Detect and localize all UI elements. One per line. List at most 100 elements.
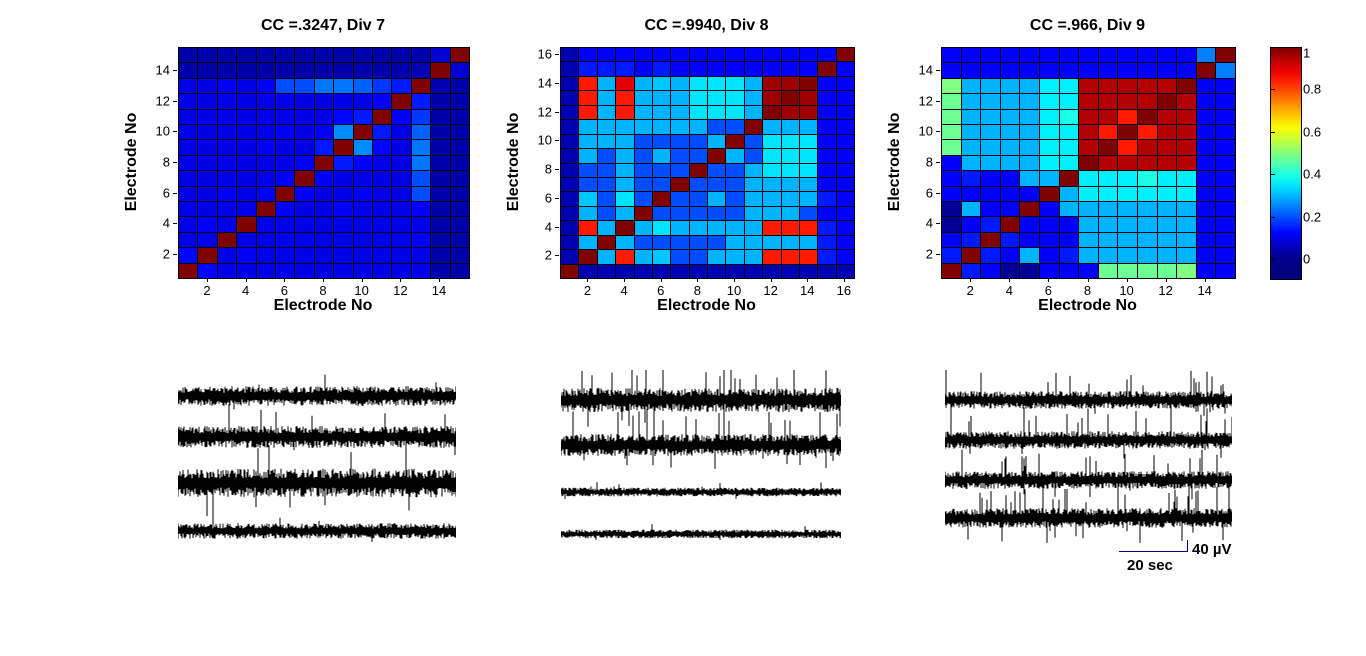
heatmap-cell-r8-c9 [334, 155, 353, 171]
y-tick-mark [173, 192, 177, 194]
heatmap-cell-r14-c9 [334, 63, 353, 78]
heatmap-cell-r6-c12 [1157, 186, 1177, 201]
heatmap-cell-r14-c11 [372, 63, 392, 78]
heatmap-cell-r7-c8 [314, 171, 334, 186]
heatmap-cell-r2-c14 [1196, 248, 1216, 263]
heatmap-cell-r8-c11 [1138, 155, 1157, 171]
x-tick-mark [587, 278, 589, 282]
heatmap-cell-r8-c13 [411, 155, 431, 171]
heatmap-cell-r7-c9 [708, 177, 726, 192]
heatmap-cell-r3-c6 [275, 232, 295, 248]
heatmap-cell-r3-c4 [616, 235, 634, 250]
heatmap-cell-r12-c7 [671, 105, 689, 120]
y-tick-mark [555, 111, 559, 113]
heatmap-cell-r7-c7 [671, 177, 689, 192]
heatmap-cell-r12-c3 [597, 105, 616, 120]
heatmap-cell-r13-c9 [708, 91, 726, 105]
heatmap-cell-r12-c3 [981, 94, 1000, 109]
heatmap-cell-r14-c7 [671, 76, 689, 91]
heatmap-cell-r1-c11 [1138, 263, 1157, 278]
heatmap-cell-r15-c12 [392, 48, 411, 63]
heatmap-cell-r9-c14 [431, 140, 450, 155]
heatmap-cell-r4-c10 [353, 217, 372, 232]
heatmap-cell-r3-c9 [708, 235, 726, 250]
heatmap-cell-r3-c1 [561, 235, 579, 250]
heatmap-cell-r3-c14 [1196, 232, 1216, 248]
heatmap-cell-r8-c9 [1098, 155, 1118, 171]
y-tick-label: 12 [155, 93, 170, 109]
heatmap-cell-r7-c4 [1000, 171, 1020, 186]
heatmap-cell-r10-c2 [198, 124, 217, 140]
heatmap-cell-r8-c5 [634, 163, 652, 177]
heatmap-cell-r4-c13 [781, 221, 799, 235]
heatmap-cell-r14-c4 [1000, 63, 1020, 78]
x-tick-label: 4 [620, 283, 628, 298]
y-tick-mark [173, 223, 177, 225]
heatmap-cell-r11-c2 [579, 120, 597, 134]
heatmap-cell-r12-c8 [1079, 94, 1098, 109]
heatmap-cell-r15-c14 [799, 62, 818, 76]
heatmap-cell-r13-c11 [1138, 78, 1157, 94]
colorbar-tick-mark [1271, 258, 1275, 260]
heatmap-cell-r10-c10 [726, 134, 744, 149]
heatmap-cell-r1-c9 [1098, 263, 1118, 278]
heatmap-cell-r5-c7 [295, 201, 314, 217]
heatmap-cell-r10-c15 [1216, 124, 1235, 140]
heatmap-cell-r7-c5 [634, 177, 652, 192]
heatmap-cell-r16-c4 [616, 48, 634, 62]
heatmap-cell-r11-c6 [1040, 109, 1059, 124]
x-tick-mark [843, 278, 845, 282]
heatmap-cell-r16-c7 [671, 48, 689, 62]
heatmap-cell-r4-c5 [634, 221, 652, 235]
heatmap-cell-r12-c11 [372, 94, 392, 109]
x-tick-label: 14 [431, 283, 447, 298]
heatmap-cell-r11-c14 [1196, 109, 1216, 124]
voltage-traces-div8 [561, 370, 841, 540]
x-tick-mark [245, 278, 247, 282]
x-tick-label: 8 [1083, 283, 1092, 298]
heatmap-cell-r2-c9 [708, 250, 726, 264]
heatmap-cell-r9-c7 [1059, 140, 1079, 155]
x-tick-mark [1126, 278, 1128, 282]
heatmap-cell-r9-c2 [198, 140, 217, 155]
heatmap-cell-r2-c10 [353, 248, 372, 263]
heatmap-cell-r3-c10 [1118, 232, 1137, 248]
heatmap-cell-r14-c10 [726, 76, 744, 91]
heatmap-cell-r9-c5 [256, 140, 275, 155]
heatmap-cell-r12-c4 [616, 105, 634, 120]
heatmap-cell-r2-c4 [1000, 248, 1020, 263]
heatmap-cell-r4-c5 [256, 217, 275, 232]
heatmap-cell-r3-c13 [781, 235, 799, 250]
heatmap-cell-r8-c14 [799, 163, 818, 177]
heatmap-cell-r14-c13 [1177, 63, 1196, 78]
heatmap-cell-r14-c13 [781, 76, 799, 91]
heatmap-cell-r11-c7 [295, 109, 314, 124]
heatmap-cell-r5-c5 [1020, 201, 1039, 217]
heatmap-cell-r8-c7 [295, 155, 314, 171]
heatmap-cell-r12-c14 [799, 105, 818, 120]
colorbar [1270, 47, 1302, 280]
heatmap-cell-r6-c15 [450, 186, 469, 201]
heatmap-cell-r5-c2 [198, 201, 217, 217]
heatmap-cell-r9-c11 [744, 149, 763, 163]
heatmap-cell-r8-c10 [353, 155, 372, 171]
heatmap-cell-r7-c13 [1177, 171, 1196, 186]
heatmap-cell-r8-c14 [431, 155, 450, 171]
colorbar-tick-mark [1271, 216, 1275, 218]
colorbar-tick-label: 0.2 [1303, 209, 1322, 225]
heatmap-cell-r7-c3 [597, 177, 616, 192]
heatmap-cell-r9-c14 [1196, 140, 1216, 155]
heatmap-cell-r4-c2 [579, 221, 597, 235]
heatmap-cell-r15-c4 [1000, 48, 1020, 63]
heatmap-cell-r6-c7 [1059, 186, 1079, 201]
heatmap-cell-r8-c14 [1196, 155, 1216, 171]
heatmap-cell-r2-c6 [652, 250, 671, 264]
heatmap-cell-r15-c14 [1196, 48, 1216, 63]
heatmap-cell-r3-c8 [689, 235, 707, 250]
heatmap-cell-r8-c8 [689, 163, 707, 177]
heatmap-cell-r2-c14 [431, 248, 450, 263]
heatmap-cell-r2-c10 [726, 250, 744, 264]
panel-title-div9: CC =.966, Div 9 [1029, 17, 1146, 34]
heatmap-cell-r15-c2 [961, 48, 981, 63]
heatmap-cell-r13-c12 [763, 91, 781, 105]
